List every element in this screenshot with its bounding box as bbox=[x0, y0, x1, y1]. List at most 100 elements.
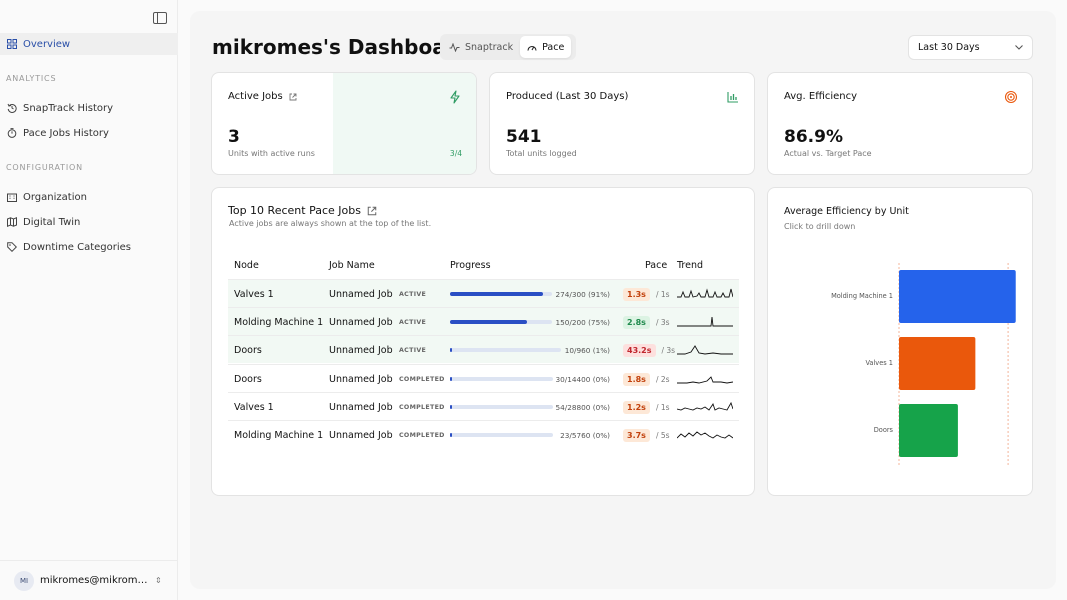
active-tint bbox=[333, 73, 476, 174]
efficiency-bar[interactable] bbox=[899, 404, 958, 457]
progress-fill bbox=[450, 348, 452, 352]
tab-snaptrack-label: Snaptrack bbox=[465, 41, 514, 53]
date-range-select[interactable]: Last 30 Days bbox=[908, 35, 1033, 60]
efficiency-bar-chart[interactable] bbox=[768, 188, 1033, 496]
page-title: mikromes's Dashboard bbox=[212, 35, 470, 59]
category-label: Doors bbox=[873, 425, 893, 434]
progress-fill bbox=[450, 292, 543, 296]
section-label-analytics: ANALYTICS bbox=[6, 74, 57, 83]
activity-icon bbox=[449, 42, 460, 52]
card-title: Avg. Efficiency bbox=[784, 91, 858, 102]
cell-job-name: Unnamed Job bbox=[329, 344, 393, 356]
progress-fill bbox=[450, 405, 452, 409]
chart-subtitle: Click to drill down bbox=[784, 222, 856, 231]
jobs-subtitle: Active jobs are always shown at the top … bbox=[229, 219, 432, 228]
sidebar-toggle-icon[interactable] bbox=[153, 12, 167, 24]
tag-icon bbox=[7, 242, 17, 252]
chevron-down-icon bbox=[1015, 45, 1023, 50]
sidebar-item-downtime-categories[interactable]: Downtime Categories bbox=[0, 236, 178, 258]
external-link-icon bbox=[289, 93, 297, 100]
pace-badge: 43.2s bbox=[623, 343, 656, 357]
grid-icon bbox=[7, 39, 17, 49]
sidebar-item-label: Downtime Categories bbox=[23, 241, 132, 253]
chevron-up-down-icon: ⇕ bbox=[155, 575, 162, 585]
view-toggle: Snaptrack Pace bbox=[440, 34, 576, 60]
efficiency-card: Avg. Efficiency 86.9% Actual vs. Target … bbox=[767, 72, 1033, 175]
timer-icon bbox=[7, 128, 17, 138]
trend-sparkline bbox=[677, 345, 733, 355]
active-ratio: 3/4 bbox=[449, 149, 462, 158]
sidebar-item-organization[interactable]: Organization bbox=[0, 186, 178, 208]
status-badge: ACTIVE bbox=[399, 290, 427, 298]
cell-job-name: Unnamed Job bbox=[329, 373, 393, 385]
lightning-icon bbox=[450, 90, 460, 104]
progress-fill bbox=[450, 377, 452, 381]
sidebar-item-label: Digital Twin bbox=[23, 216, 81, 228]
trend-sparkline bbox=[677, 376, 733, 384]
efficiency-chart-card: Average Efficiency by Unit Click to dril… bbox=[767, 187, 1033, 496]
status-badge: COMPLETED bbox=[399, 375, 445, 383]
column-header-progress: Progress bbox=[450, 260, 491, 271]
external-link-icon[interactable] bbox=[367, 206, 377, 216]
section-label-configuration: CONFIGURATION bbox=[6, 163, 83, 172]
column-header-node: Node bbox=[234, 260, 259, 271]
pace-badge: 3.7s bbox=[623, 428, 650, 442]
efficiency-bar[interactable] bbox=[899, 337, 976, 390]
table-row[interactable]: Doors Unnamed Job COMPLETED 30/14400 (0%) 1.… bbox=[228, 364, 739, 392]
cell-node: Molding Machine 1 bbox=[234, 429, 324, 441]
pace-cell: 43.2s / 3s bbox=[623, 336, 675, 364]
efficiency-bar[interactable] bbox=[899, 270, 1016, 323]
status-badge: COMPLETED bbox=[399, 403, 445, 411]
progress-fill bbox=[450, 320, 527, 324]
card-title: Active Jobs bbox=[228, 91, 297, 102]
trend-sparkline bbox=[677, 316, 733, 327]
tab-snaptrack[interactable]: Snaptrack bbox=[442, 36, 520, 58]
pace-cell: 3.7s / 5s bbox=[623, 421, 670, 449]
cell-node: Doors bbox=[234, 373, 262, 385]
cell-job-name: Unnamed Job bbox=[329, 288, 393, 300]
progress-text: 30/14400 (0%) bbox=[555, 374, 610, 384]
cell-job-name: Unnamed Job bbox=[329, 316, 393, 328]
user-email: mikromes@mikromes... bbox=[40, 575, 150, 586]
progress-text: 274/300 (91%) bbox=[555, 289, 610, 299]
card-subtitle: Total units logged bbox=[506, 149, 577, 158]
table-row[interactable]: Doors Unnamed Job ACTIVE 10/960 (1%) 43.2s / … bbox=[228, 335, 739, 363]
sidebar-item-digital-twin[interactable]: Digital Twin bbox=[0, 211, 178, 233]
sidebar-item-label: Overview bbox=[23, 38, 71, 50]
cell-node: Valves 1 bbox=[234, 288, 274, 300]
tab-pace-label: Pace bbox=[542, 41, 565, 53]
pace-target: / 3s bbox=[661, 345, 676, 355]
building-icon bbox=[7, 192, 17, 202]
target-icon bbox=[1004, 90, 1018, 104]
sidebar-item-overview[interactable]: Overview bbox=[0, 33, 178, 55]
progress-text: 10/960 (1%) bbox=[564, 345, 610, 355]
status-badge: COMPLETED bbox=[399, 431, 445, 439]
date-range-value: Last 30 Days bbox=[918, 42, 980, 53]
sidebar-item-label: Pace Jobs History bbox=[23, 127, 109, 139]
progress-text: 23/5760 (0%) bbox=[560, 430, 610, 440]
progress-text: 54/28800 (0%) bbox=[555, 402, 610, 412]
card-value: 541 bbox=[506, 127, 542, 147]
sidebar-item-snaptrack-history[interactable]: SnapTrack History bbox=[0, 97, 178, 119]
pace-cell: 1.8s / 2s bbox=[623, 365, 670, 393]
progress-bar bbox=[450, 320, 552, 324]
progress-fill bbox=[450, 433, 452, 437]
tab-pace[interactable]: Pace bbox=[520, 36, 572, 58]
table-row[interactable]: Molding Machine 1 Unnamed Job COMPLETED 23/… bbox=[228, 420, 739, 448]
table-row[interactable]: Valves 1 Unnamed Job COMPLETED 54/28800 (0%… bbox=[228, 392, 739, 420]
status-badge: ACTIVE bbox=[399, 318, 427, 326]
table-row[interactable]: Valves 1 Unnamed Job ACTIVE 274/300 (91%) 1.… bbox=[228, 279, 739, 307]
map-icon bbox=[7, 217, 17, 227]
user-menu[interactable]: MI mikromes@mikromes... ⇕ bbox=[0, 560, 178, 600]
card-title: Produced (Last 30 Days) bbox=[506, 91, 629, 102]
sidebar: Overview ANALYTICS SnapTrack History Pac… bbox=[0, 0, 178, 600]
pace-target: / 2s bbox=[655, 374, 670, 384]
table-row[interactable]: Molding Machine 1 Unnamed Job ACTIVE 150/20… bbox=[228, 307, 739, 335]
card-subtitle: Actual vs. Target Pace bbox=[784, 149, 872, 158]
active-jobs-card[interactable]: Active Jobs 3 Units with active runs 3/4 bbox=[211, 72, 477, 175]
sidebar-item-pace-jobs-history[interactable]: Pace Jobs History bbox=[0, 122, 178, 144]
pace-badge: 1.2s bbox=[623, 400, 650, 414]
pace-badge: 1.3s bbox=[623, 287, 650, 301]
progress-bar bbox=[450, 348, 561, 352]
pace-target: / 1s bbox=[655, 402, 670, 412]
